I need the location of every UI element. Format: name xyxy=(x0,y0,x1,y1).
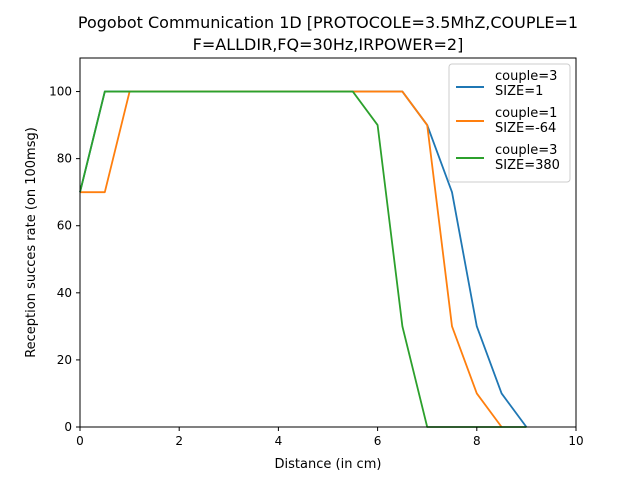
y-tick-label: 100 xyxy=(49,85,72,99)
chart-title-line1: Pogobot Communication 1D [PROTOCOLE=3.5M… xyxy=(78,13,578,32)
legend: couple=3 SIZE=1 couple=1 SIZE=-64 couple… xyxy=(448,63,571,183)
legend-frame xyxy=(448,63,571,183)
legend-label-3-line1: couple=3 xyxy=(495,143,557,158)
y-tick-label: 80 xyxy=(57,152,72,166)
x-tick-label: 6 xyxy=(374,434,382,448)
x-axis-label: Distance (in cm) xyxy=(275,457,382,472)
x-tick-label: 10 xyxy=(568,434,583,448)
legend-label-1-line1: couple=3 xyxy=(495,69,557,84)
x-tick-label: 8 xyxy=(473,434,481,448)
y-axis-ticks: 0 20 40 60 80 100 xyxy=(49,85,80,434)
x-tick-label: 0 xyxy=(76,434,84,448)
y-axis-label: Reception succes rate (on 100msg) xyxy=(24,127,39,358)
y-tick-label: 20 xyxy=(57,353,72,367)
y-tick-label: 0 xyxy=(64,420,72,434)
legend-label-3-line2: SIZE=380 xyxy=(495,158,560,173)
chart-title-line2: F=ALLDIR,FQ=30Hz,IRPOWER=2] xyxy=(193,35,464,54)
x-axis-ticks: 0 2 4 6 8 10 xyxy=(76,427,584,448)
plot-area: 0 2 4 6 8 10 0 20 40 60 80 100 xyxy=(49,57,584,448)
legend-label-1-line2: SIZE=1 xyxy=(495,84,543,99)
y-tick-label: 40 xyxy=(57,286,72,300)
legend-label-2-line1: couple=1 xyxy=(495,106,557,121)
legend-label-2-line2: SIZE=-64 xyxy=(495,121,556,136)
axes-frame xyxy=(79,57,577,428)
x-tick-label: 2 xyxy=(175,434,183,448)
x-tick-label: 4 xyxy=(275,434,283,448)
y-tick-label: 60 xyxy=(57,219,72,233)
